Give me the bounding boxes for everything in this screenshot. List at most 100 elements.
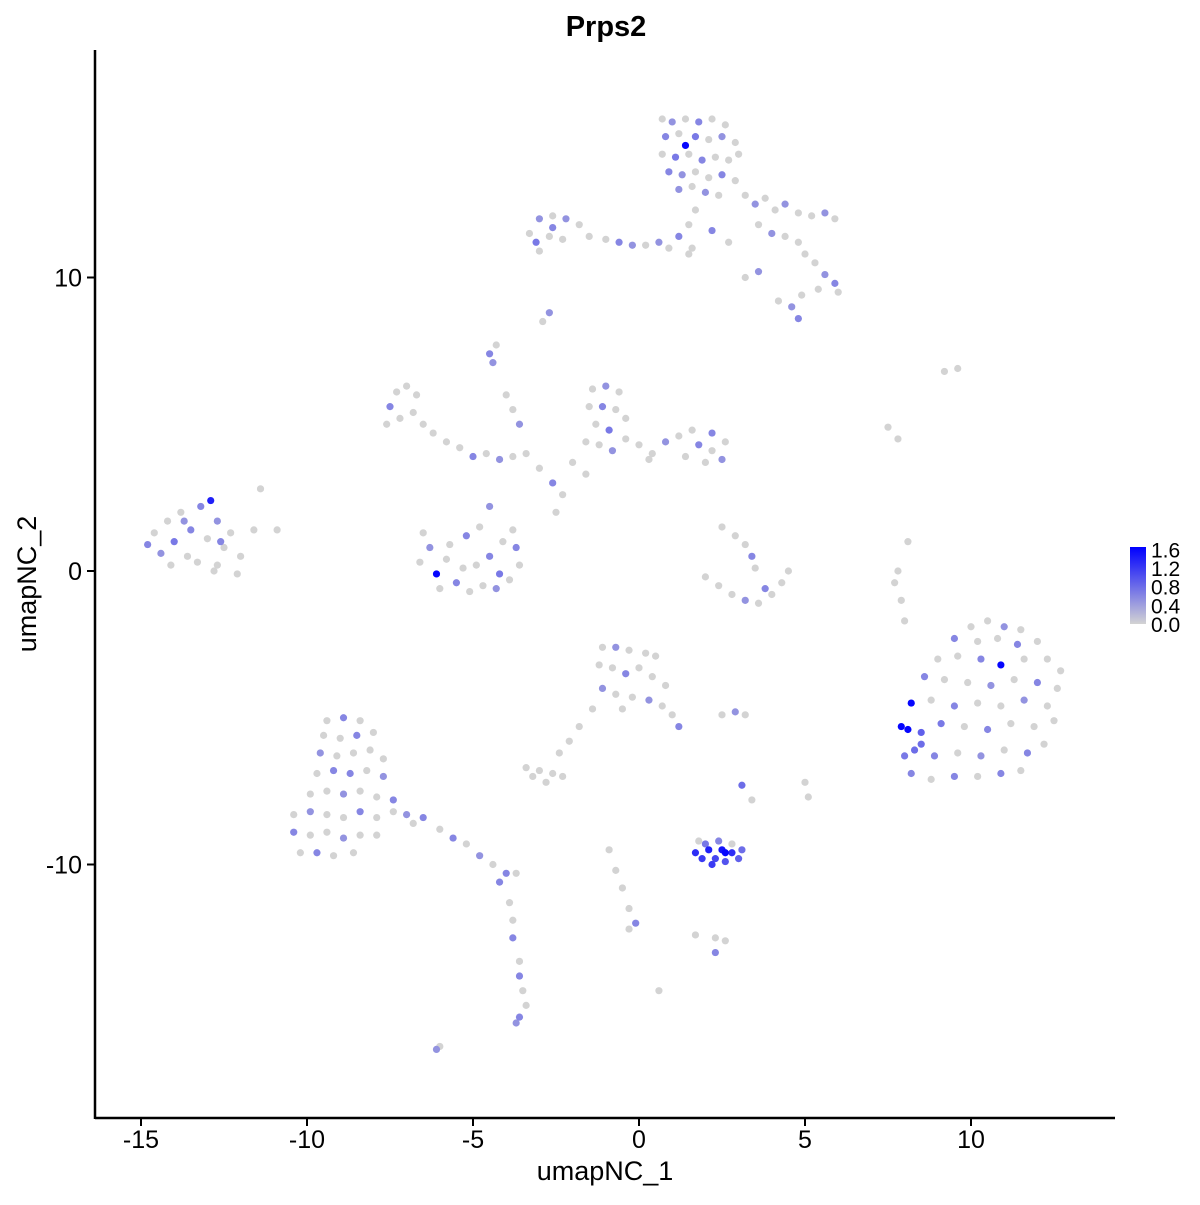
cell-point <box>356 717 364 725</box>
cell-point <box>396 414 404 422</box>
cell-point <box>927 775 935 783</box>
cell-point <box>768 590 776 599</box>
cell-point <box>605 846 613 854</box>
cell-point <box>725 238 733 246</box>
cell-point <box>821 270 829 279</box>
cell-point <box>811 259 819 267</box>
cell-point <box>515 957 524 965</box>
cell-point <box>462 532 470 540</box>
cell-point <box>582 470 590 478</box>
cell-point <box>177 508 185 516</box>
cell-point <box>535 766 544 775</box>
cell-point <box>798 291 806 299</box>
cell-point <box>482 450 490 458</box>
cell-point <box>472 561 480 569</box>
cell-point <box>754 221 763 229</box>
cell-point <box>409 408 417 417</box>
cell-point <box>150 529 158 537</box>
cell-point <box>499 538 507 546</box>
cell-point <box>977 752 985 760</box>
cell-point <box>545 232 553 241</box>
cell-point <box>771 206 779 214</box>
cell-point <box>290 828 298 836</box>
cell-point <box>658 150 666 158</box>
cell-point <box>432 1045 441 1054</box>
cell-point <box>728 590 736 599</box>
cell-point <box>170 538 178 546</box>
cell-point <box>167 561 175 569</box>
cell-point <box>954 652 962 660</box>
cell-point <box>449 834 457 842</box>
cell-point <box>592 420 600 428</box>
cell-point <box>695 118 703 126</box>
cell-point <box>661 133 670 141</box>
cell-point <box>768 229 776 238</box>
cell-point <box>628 241 636 249</box>
cell-point <box>575 221 583 229</box>
cell-point <box>329 766 338 775</box>
cell-point <box>901 617 909 625</box>
cell-point <box>442 438 451 446</box>
cell-point <box>937 720 945 728</box>
cell-point <box>187 526 195 534</box>
cell-point <box>227 529 235 537</box>
cell-point <box>618 705 627 713</box>
cell-point <box>974 699 982 707</box>
cell-point <box>505 899 514 907</box>
cell-point <box>731 708 739 716</box>
cell-point <box>419 420 427 428</box>
cell-point <box>1013 640 1022 648</box>
cell-point <box>648 673 656 681</box>
cell-point <box>632 919 640 927</box>
cell-point <box>1050 717 1058 725</box>
cell-point <box>731 177 739 185</box>
cell-point <box>718 133 726 141</box>
cell-point <box>910 746 919 754</box>
cell-point <box>183 552 192 560</box>
cell-point <box>180 517 188 525</box>
cell-point <box>794 238 802 246</box>
cell-point <box>515 561 524 569</box>
cell-point <box>741 273 749 282</box>
cell-point <box>655 238 663 246</box>
cell-point <box>661 681 670 690</box>
cell-point <box>419 813 427 822</box>
cell-point <box>665 244 673 252</box>
cell-point <box>559 772 567 781</box>
cell-point <box>808 212 816 220</box>
cell-point <box>675 130 683 138</box>
cell-point <box>363 766 371 775</box>
cell-point <box>515 420 524 428</box>
cell-point <box>495 570 504 578</box>
cell-point <box>907 699 915 707</box>
cell-point <box>655 987 663 995</box>
cell-point <box>920 673 929 681</box>
cell-point <box>993 634 1002 643</box>
cell-point <box>1020 696 1028 704</box>
cell-point <box>612 643 620 651</box>
cell-point <box>519 987 527 995</box>
cell-point <box>509 916 517 924</box>
cell-point <box>486 502 494 511</box>
colorbar-tick-label: 1.2 <box>1151 558 1180 581</box>
cell-point <box>389 808 397 816</box>
cell-point <box>708 115 716 123</box>
cell-point <box>691 206 700 214</box>
cell-point <box>256 485 265 493</box>
cell-point <box>645 455 653 464</box>
cell-point <box>754 268 763 276</box>
cell-point <box>681 452 690 461</box>
cell-point <box>705 174 713 182</box>
cell-point <box>688 426 696 434</box>
cell-point <box>967 623 975 631</box>
cell-point <box>515 1013 524 1021</box>
cell-point <box>897 722 905 731</box>
cell-point <box>681 115 690 123</box>
cell-point <box>974 772 982 781</box>
cell-point <box>489 860 497 869</box>
cell-point <box>336 734 344 742</box>
cell-point <box>220 543 228 552</box>
cell-point <box>535 215 544 223</box>
cell-point <box>313 769 321 778</box>
cell-point <box>1010 675 1018 684</box>
